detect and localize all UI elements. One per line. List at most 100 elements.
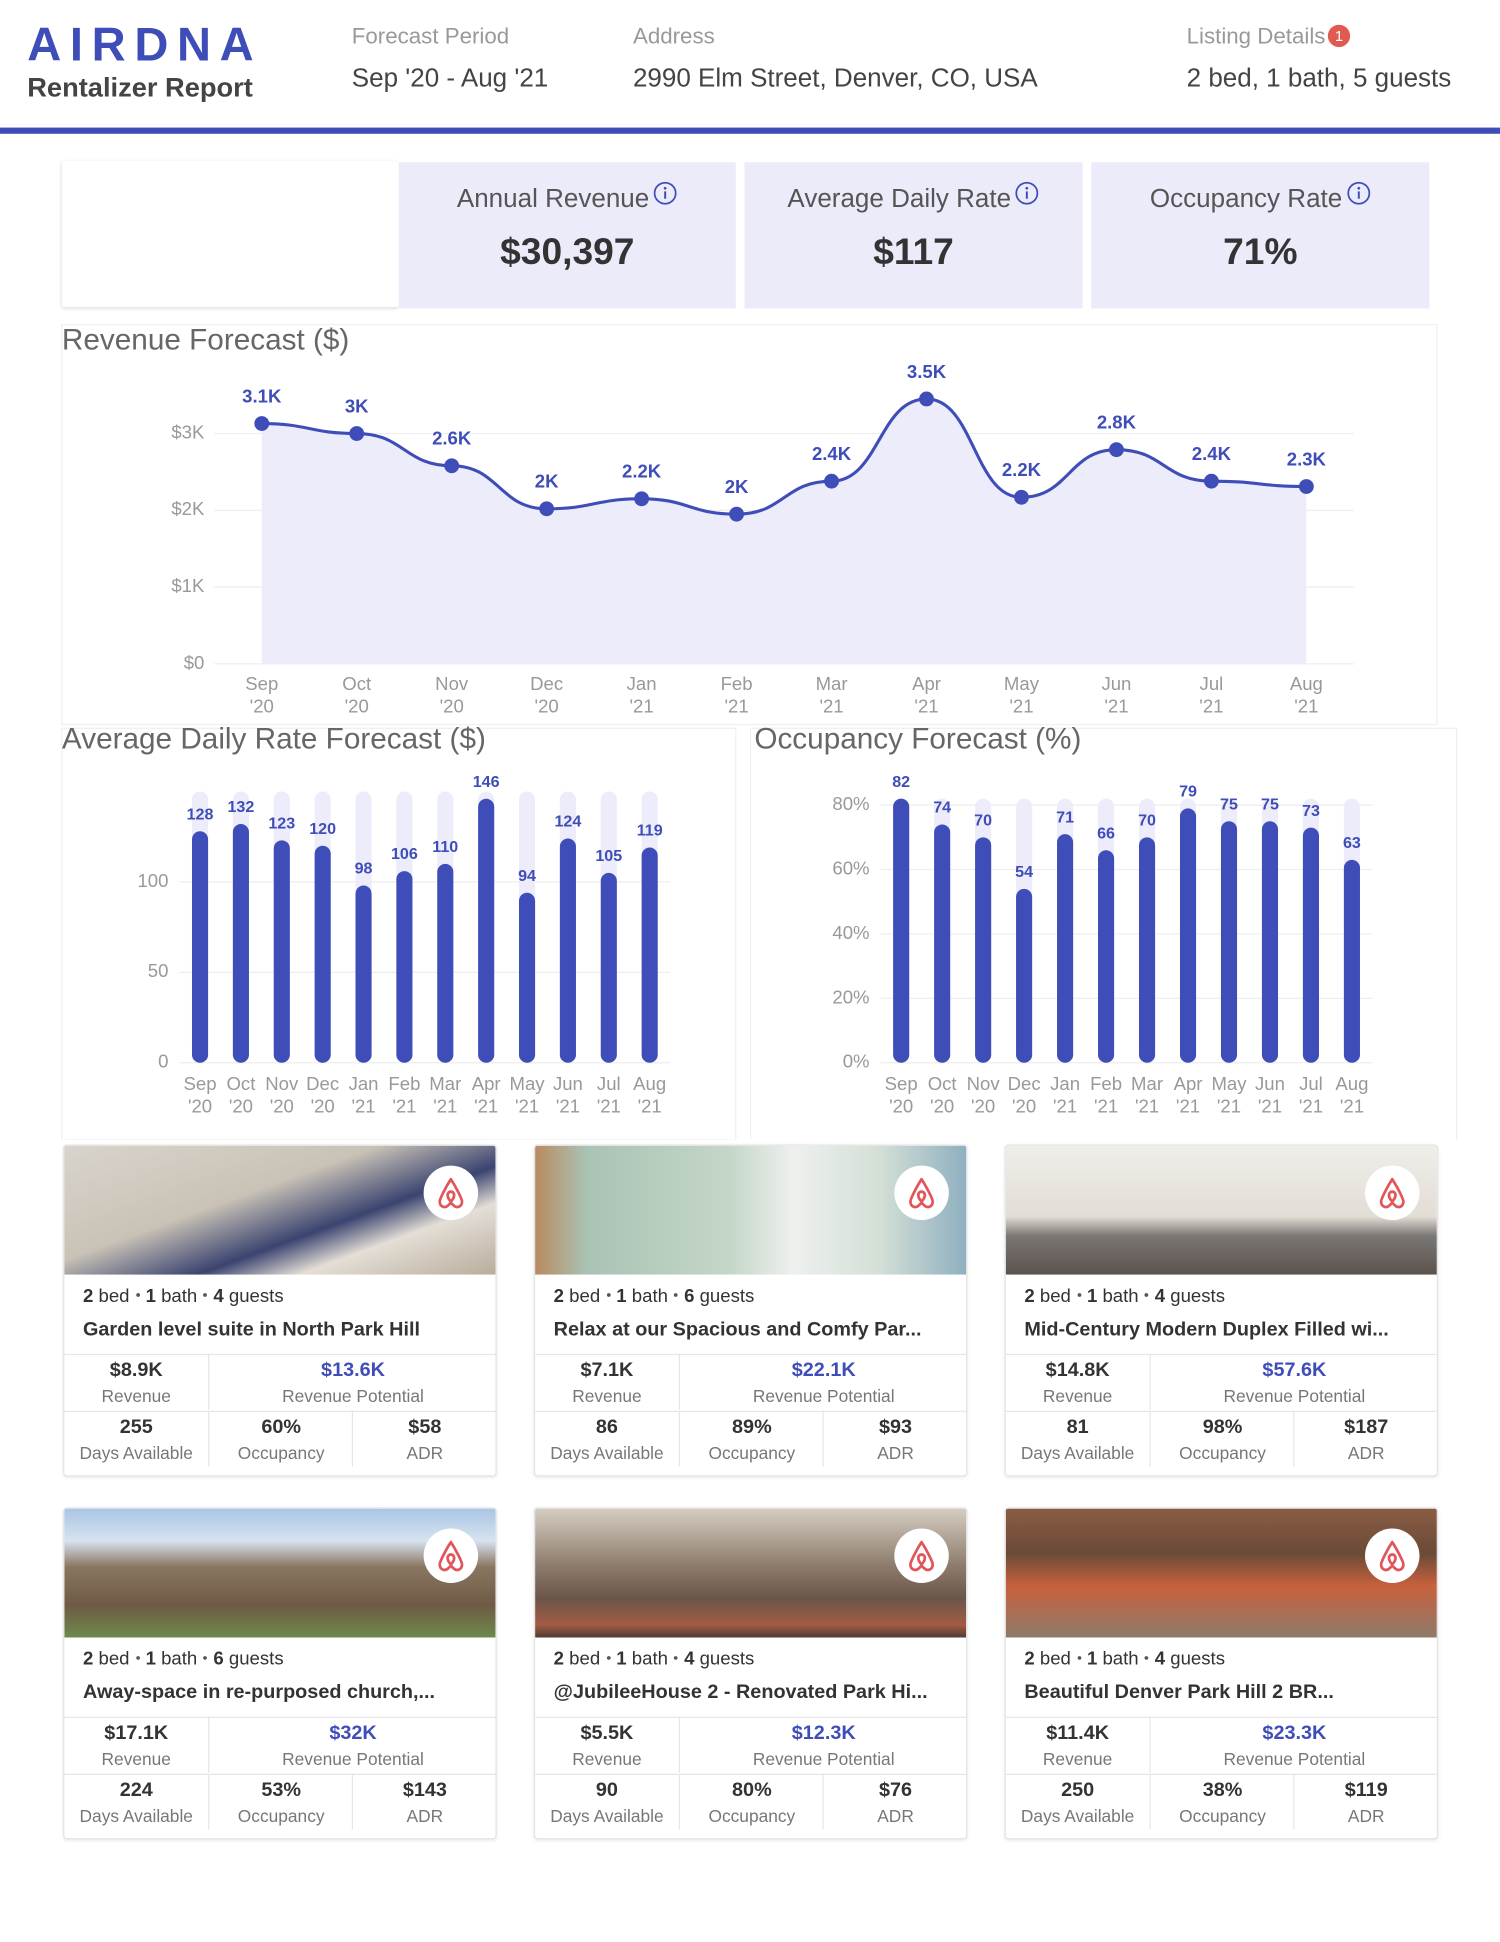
stat-label: Days Available: [79, 1443, 193, 1463]
kpi-label: Occupancy Rate: [1149, 184, 1343, 214]
x-tick-label: Feb '21: [388, 1073, 420, 1116]
info-ring: [653, 181, 677, 205]
stat-label: Occupancy: [708, 1443, 796, 1463]
airbnb-badge: [894, 1528, 949, 1583]
separator-dot: [1144, 1656, 1149, 1660]
x-tick-label: Nov '20: [967, 1073, 1001, 1116]
stat-label: Revenue Potential: [282, 1386, 424, 1406]
feature-unit: bath: [161, 1285, 198, 1307]
bar: [1098, 850, 1115, 1063]
field-value: 2990 Elm Street, Denver, CO, USA: [632, 64, 1038, 93]
stat-value: $22.1K: [791, 1360, 856, 1382]
feature-unit: bed: [98, 1648, 130, 1670]
stat-value: $17.1K: [104, 1722, 169, 1745]
airbnb-badge: [423, 1165, 479, 1221]
point: [444, 458, 460, 474]
value-label: 70: [974, 811, 992, 829]
feature-count: 6: [684, 1285, 695, 1307]
stat-cell: $8.9K Revenue: [64, 1353, 209, 1410]
stat-cell: $93 ADR: [822, 1410, 967, 1467]
chart-title: Occupancy Forecast (%): [754, 723, 1081, 756]
stat-cell: $12.3K Revenue Potential: [678, 1716, 967, 1773]
stat-value: 224: [119, 1779, 153, 1801]
bar: [314, 845, 331, 1063]
stat-label: Days Available: [1020, 1443, 1135, 1463]
bar: [641, 847, 658, 1063]
stat-value: 86: [595, 1417, 618, 1439]
badge: 1: [1327, 24, 1351, 48]
stat-label: Occupancy: [1179, 1443, 1266, 1463]
feature-count: 1: [1086, 1285, 1098, 1307]
info-ring: [1346, 181, 1370, 205]
stat-cell: $187 ADR: [1293, 1410, 1437, 1467]
x-tick-label: Sep '20: [245, 673, 278, 716]
airbnb-badge: [423, 1528, 479, 1583]
value-label: 132: [227, 798, 254, 816]
feature-unit: bed: [1039, 1285, 1071, 1307]
x-tick-label: Jan '21: [1050, 1073, 1080, 1116]
x-tick-label: Dec '20: [1008, 1073, 1041, 1116]
listing-card: 2 bed 1 bath 4 guests Mid-Century Modern Du…: [1004, 1144, 1439, 1477]
stat-value: $93: [878, 1417, 913, 1439]
stat-label: Revenue: [572, 1386, 642, 1406]
bar: [273, 840, 290, 1063]
stat-cell: 90 Days Available: [535, 1773, 679, 1830]
stat-label: Revenue: [1042, 1748, 1113, 1769]
x-tick-label: Nov '20: [435, 673, 469, 716]
separator-dot: [135, 1293, 140, 1297]
y-tick-label: 20%: [832, 986, 869, 1007]
y-tick-label: $2K: [171, 498, 205, 519]
value-label: 66: [1097, 824, 1115, 842]
stat-value: 255: [119, 1417, 153, 1439]
x-tick-label: Jan '21: [627, 673, 657, 716]
stat-label: Revenue Potential: [282, 1748, 424, 1769]
airbnb-icon: [438, 1540, 464, 1572]
x-tick-label: Apr '21: [1174, 1073, 1203, 1116]
bar: [191, 831, 209, 1063]
value-label: 2.2K: [1002, 459, 1042, 480]
stat-label: Days Available: [79, 1805, 193, 1826]
kpi-label: Annual Revenue: [456, 184, 650, 214]
value-label: 3K: [345, 395, 369, 416]
stat-value: $14.8K: [1045, 1360, 1110, 1382]
airbnb-icon: [909, 1540, 935, 1572]
listing-title: Garden level suite in North Park Hill: [82, 1319, 420, 1341]
point: [254, 416, 270, 431]
stat-label: ADR: [1347, 1443, 1385, 1463]
separator-dot: [606, 1656, 611, 1660]
bar: [893, 798, 910, 1063]
value-label: 2.4K: [812, 443, 852, 464]
kpi-label-row: Annual Revenue: [399, 181, 736, 214]
airbnb-icon: [909, 1177, 935, 1209]
value-label: 70: [1138, 811, 1156, 829]
stat-label: ADR: [1347, 1805, 1385, 1826]
stat-value: $7.1K: [580, 1360, 634, 1382]
separator-dot: [674, 1656, 678, 1660]
y-tick-label: $0: [184, 652, 205, 673]
listing-photo: [64, 1508, 496, 1638]
x-tick-label: Sep '20: [184, 1073, 217, 1116]
x-tick-label: Jul '21: [597, 1073, 621, 1116]
feature-unit: bath: [1102, 1285, 1139, 1307]
airbnb-mark: [1379, 1177, 1405, 1209]
stat-cell: 38% Occupancy: [1149, 1773, 1295, 1830]
logo: AIRDNA: [27, 19, 263, 72]
feature-count: 2: [1024, 1285, 1035, 1307]
feature-unit: bath: [631, 1648, 668, 1670]
airbnb-mark: [909, 1177, 935, 1209]
listing-photo: [64, 1145, 496, 1275]
bar: [1016, 888, 1033, 1063]
field-label: Forecast Period: [351, 23, 510, 49]
value-label: 128: [187, 805, 214, 823]
value-label: 75: [1261, 795, 1279, 813]
field-value: 2 bed, 1 bath, 5 guests: [1186, 64, 1452, 93]
airbnb-mark: [1379, 1540, 1405, 1572]
separator-dot: [606, 1293, 611, 1297]
x-tick-label: Dec '20: [306, 1073, 339, 1116]
listing-features: 2 bed 1 bath 6 guests: [83, 1649, 284, 1670]
info-icon: [653, 181, 677, 205]
stat-cell: $57.6K Revenue Potential: [1149, 1353, 1437, 1410]
listing-features: 2 bed 1 bath 4 guests: [1024, 1286, 1225, 1307]
separator-dot: [203, 1656, 208, 1660]
feature-unit: guests: [1170, 1285, 1226, 1307]
